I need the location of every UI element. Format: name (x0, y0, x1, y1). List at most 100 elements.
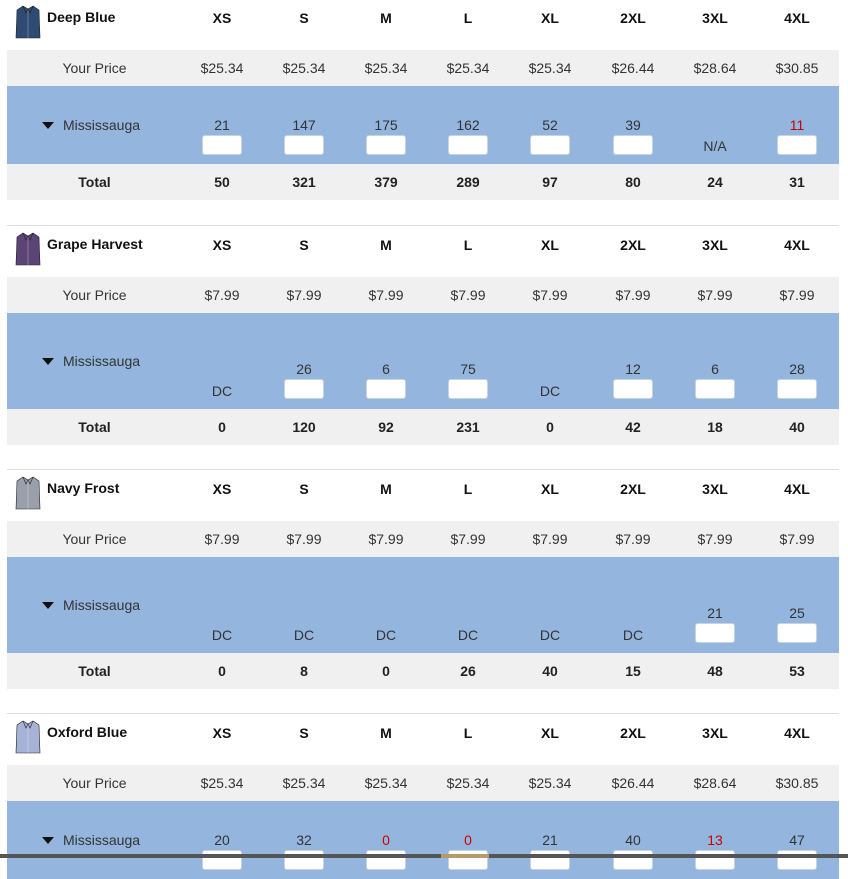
total-value: 24 (707, 174, 723, 190)
price-value: $7.99 (286, 531, 322, 547)
order-quantity-input[interactable] (613, 379, 653, 399)
stock-quantity: 21 (214, 117, 230, 133)
product-name[interactable]: Grape Harvest (47, 236, 143, 252)
stock-quantity: 28 (789, 361, 805, 377)
stock-quantity: 25 (789, 605, 805, 621)
total-value: 0 (218, 419, 226, 435)
availability-status: DC (375, 627, 397, 643)
location-toggle[interactable]: Mississauga (42, 117, 140, 133)
location-toggle[interactable]: Mississauga (42, 353, 140, 369)
product-name[interactable]: Navy Frost (47, 480, 120, 496)
total-value: 18 (707, 419, 723, 435)
order-quantity-input[interactable] (695, 623, 735, 643)
horizontal-scrollbar[interactable] (0, 854, 848, 858)
stock-quantity: 6 (382, 361, 390, 377)
product-thumbnail-icon[interactable] (15, 231, 41, 267)
price-value: $25.34 (446, 60, 490, 76)
order-quantity-input[interactable] (613, 135, 653, 155)
location-row: Mississauga DC 26 6 75 DC 12 6 28 (7, 313, 839, 409)
order-quantity-input[interactable] (284, 379, 324, 399)
stock-quantity: 75 (460, 361, 476, 377)
order-quantity-input[interactable] (448, 135, 488, 155)
total-value: 92 (378, 419, 394, 435)
price-row: Your Price $25.34 $25.34 $25.34 $25.34 $25.34… (7, 50, 839, 86)
size-header-l: L (463, 237, 473, 253)
order-quantity-input[interactable] (530, 135, 570, 155)
price-value: $25.34 (200, 775, 244, 791)
size-header-m: M (380, 481, 392, 497)
order-quantity-input[interactable] (284, 850, 324, 870)
total-value: 40 (542, 663, 558, 679)
price-value: $30.85 (775, 775, 819, 791)
price-value: $7.99 (779, 287, 815, 303)
size-header-4xl: 4XL (784, 237, 810, 253)
order-quantity-input[interactable] (613, 850, 653, 870)
total-value: 231 (456, 419, 480, 435)
order-quantity-input[interactable] (284, 135, 324, 155)
order-quantity-input[interactable] (366, 379, 406, 399)
order-quantity-input[interactable] (448, 379, 488, 399)
stock-quantity: 52 (542, 117, 558, 133)
size-header-3xl: 3XL (702, 237, 728, 253)
order-quantity-input[interactable] (202, 135, 242, 155)
price-value: $28.64 (693, 60, 737, 76)
size-header-2xl: 2XL (620, 481, 646, 497)
divider (7, 225, 839, 226)
price-value: $7.99 (615, 531, 651, 547)
price-row: Your Price $7.99 $7.99 $7.99 $7.99 $7.99 $7.99… (7, 521, 839, 557)
product-thumbnail-icon[interactable] (15, 4, 41, 40)
total-value: 42 (625, 419, 641, 435)
size-header-l: L (463, 10, 473, 26)
stock-quantity: 0 (382, 832, 390, 848)
size-header-xs: XS (212, 481, 232, 497)
total-value: 40 (789, 419, 805, 435)
stock-quantity: 147 (292, 117, 316, 133)
order-quantity-input[interactable] (366, 850, 406, 870)
total-value: 120 (292, 419, 316, 435)
location-name: Mississauga (63, 117, 141, 133)
price-value: $25.34 (446, 775, 490, 791)
location-row: Mississauga 21 147 175 162 52 39 N/A 11 (7, 86, 839, 164)
total-value: 321 (292, 174, 316, 190)
product-thumbnail-icon[interactable] (15, 475, 41, 511)
order-quantity-input[interactable] (530, 850, 570, 870)
product-name[interactable]: Deep Blue (47, 9, 116, 25)
order-quantity-input[interactable] (695, 379, 735, 399)
product-name[interactable]: Oxford Blue (47, 724, 128, 740)
total-value: 289 (456, 174, 480, 190)
total-row: Total 50 321 379 289 97 80 24 31 (7, 164, 839, 200)
price-value: $7.99 (450, 531, 486, 547)
order-quantity-input[interactable] (366, 135, 406, 155)
price-value: $7.99 (368, 531, 404, 547)
order-quantity-input[interactable] (777, 623, 817, 643)
price-value: $7.99 (450, 287, 486, 303)
size-header-3xl: 3XL (702, 481, 728, 497)
stock-quantity: 39 (625, 117, 641, 133)
price-value: $7.99 (286, 287, 322, 303)
product-thumbnail-icon[interactable] (15, 719, 41, 755)
size-header-xl: XL (541, 237, 559, 253)
scrollbar-thumb[interactable] (441, 854, 489, 858)
divider (7, 713, 839, 714)
size-header-3xl: 3XL (702, 10, 728, 26)
location-row: Mississauga DC DC DC DC DC DC 21 25 (7, 557, 839, 653)
location-toggle[interactable]: Mississauga (42, 597, 140, 613)
stock-quantity: 0 (464, 832, 472, 848)
order-quantity-input[interactable] (202, 850, 242, 870)
size-header-xs: XS (212, 725, 232, 741)
order-quantity-input[interactable] (448, 850, 488, 870)
order-quantity-input[interactable] (777, 850, 817, 870)
size-header-2xl: 2XL (620, 725, 646, 741)
order-quantity-input[interactable] (695, 850, 735, 870)
total-value: 0 (218, 663, 226, 679)
size-header-s: S (299, 725, 309, 741)
location-toggle[interactable]: Mississauga (42, 832, 140, 848)
size-header-3xl: 3XL (702, 725, 728, 741)
order-quantity-input[interactable] (777, 379, 817, 399)
size-header-l: L (463, 725, 473, 741)
price-value: $25.34 (364, 60, 408, 76)
total-value: 15 (625, 663, 641, 679)
total-label: Total (78, 174, 111, 190)
order-quantity-input[interactable] (777, 135, 817, 155)
price-row: Your Price $7.99 $7.99 $7.99 $7.99 $7.99 $7.99… (7, 277, 839, 313)
